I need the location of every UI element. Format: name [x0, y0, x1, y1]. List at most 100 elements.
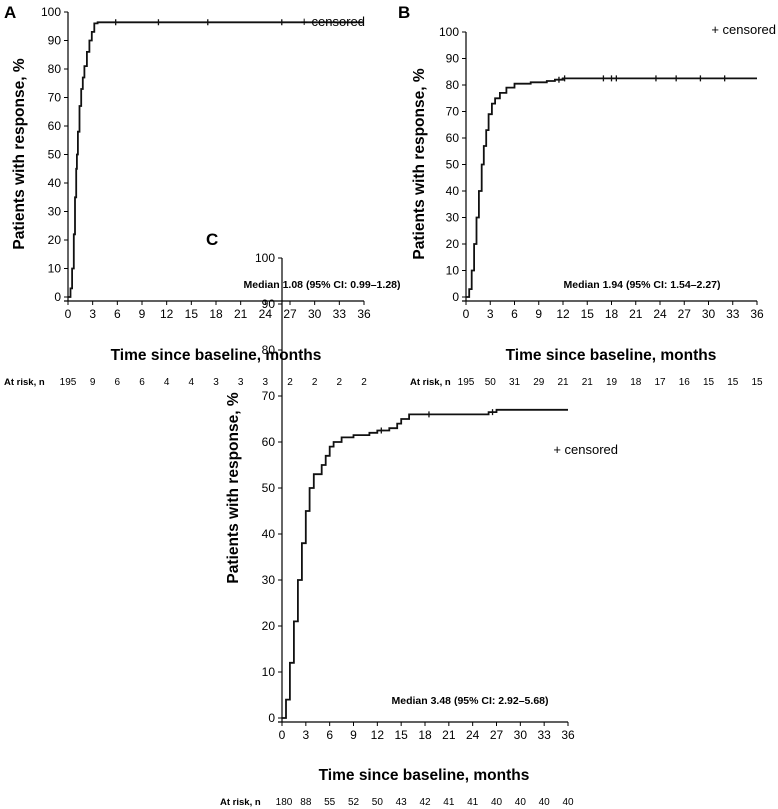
x-tick-label: 30	[308, 307, 322, 321]
at-risk-count: 52	[348, 797, 360, 808]
x-axis-title: Time since baseline, months	[319, 767, 530, 784]
at-risk-count: 50	[485, 377, 497, 388]
at-risk-count: 15	[703, 377, 715, 388]
at-risk-count: 29	[533, 377, 545, 388]
censor-mark	[697, 75, 704, 82]
censored-legend: + censored	[711, 22, 776, 37]
y-tick-label: 100	[439, 25, 459, 39]
x-tick-label: 33	[333, 307, 347, 321]
x-tick-label: 27	[490, 728, 504, 742]
at-risk-count: 6	[139, 377, 145, 388]
at-risk-count: 3	[213, 377, 219, 388]
at-risk-count: 40	[491, 797, 503, 808]
at-risk-count: 2	[312, 377, 318, 388]
y-tick-label: 100	[255, 251, 275, 265]
censor-mark	[613, 75, 620, 82]
panel-letter: A	[4, 3, 16, 22]
censor-mark	[600, 75, 607, 82]
y-tick-label: 30	[262, 573, 276, 587]
y-tick-label: 90	[48, 34, 62, 48]
at-risk-count: 19	[606, 377, 618, 388]
x-tick-label: 3	[302, 728, 309, 742]
x-tick-label: 0	[463, 307, 470, 321]
y-tick-label: 80	[446, 78, 460, 92]
x-tick-label: 21	[442, 728, 456, 742]
x-tick-label: 9	[139, 307, 146, 321]
censor-mark	[112, 19, 119, 26]
response-curve	[282, 408, 568, 719]
y-axis-title: Patients with response, %	[225, 392, 242, 583]
x-axis-title: Time since baseline, months	[111, 347, 322, 364]
at-risk-count: 17	[654, 377, 666, 388]
x-tick-label: 15	[185, 307, 199, 321]
x-tick-label: 18	[605, 307, 619, 321]
y-tick-label: 60	[446, 131, 460, 145]
x-tick-label: 21	[629, 307, 643, 321]
x-tick-label: 3	[89, 307, 96, 321]
y-tick-label: 20	[48, 233, 62, 247]
censored-legend: + censored	[553, 442, 618, 457]
x-tick-label: 0	[279, 728, 286, 742]
panel-letter: B	[398, 3, 410, 22]
x-tick-label: 24	[653, 307, 667, 321]
censor-mark	[278, 19, 285, 26]
at-risk-count: 55	[324, 797, 336, 808]
x-tick-label: 27	[678, 307, 692, 321]
x-tick-label: 24	[466, 728, 480, 742]
x-tick-label: 18	[418, 728, 432, 742]
y-tick-label: 90	[262, 297, 276, 311]
x-axis-title: Time since baseline, months	[506, 347, 717, 364]
response-curve	[466, 77, 757, 298]
y-tick-label: 50	[446, 158, 460, 172]
x-tick-label: 36	[357, 307, 371, 321]
at-risk-label: At risk, n	[4, 377, 45, 388]
x-tick-label: 9	[350, 728, 357, 742]
x-tick-label: 30	[702, 307, 716, 321]
at-risk-count: 21	[557, 377, 569, 388]
at-risk-count: 9	[90, 377, 96, 388]
y-tick-label: 100	[41, 5, 61, 19]
y-axis-title: Patients with response, %	[11, 58, 28, 249]
at-risk-count: 195	[60, 377, 77, 388]
median-annotation: Median 3.48 (95% CI: 2.92–5.68)	[392, 695, 549, 707]
y-tick-label: 40	[262, 527, 276, 541]
at-risk-count: 3	[238, 377, 244, 388]
y-tick-label: 80	[262, 343, 276, 357]
x-tick-label: 3	[487, 307, 494, 321]
at-risk-count: 40	[539, 797, 551, 808]
at-risk-count: 43	[396, 797, 408, 808]
y-tick-label: 60	[262, 435, 276, 449]
at-risk-count: 2	[287, 377, 293, 388]
censored-legend: + censored	[300, 14, 365, 29]
at-risk-count: 16	[679, 377, 691, 388]
at-risk-count: 88	[300, 797, 312, 808]
x-tick-label: 24	[259, 307, 273, 321]
at-risk-count: 50	[372, 797, 384, 808]
censor-mark	[673, 75, 680, 82]
panel-letter: C	[206, 230, 218, 249]
at-risk-count: 18	[630, 377, 642, 388]
y-tick-label: 70	[48, 91, 62, 105]
x-tick-label: 33	[726, 307, 740, 321]
y-tick-label: 60	[48, 119, 62, 133]
y-tick-label: 30	[446, 211, 460, 225]
y-tick-label: 50	[48, 148, 62, 162]
y-tick-label: 10	[446, 264, 460, 278]
at-risk-count: 4	[164, 377, 170, 388]
response-curve	[68, 21, 364, 298]
at-risk-count: 31	[509, 377, 521, 388]
at-risk-count: 195	[458, 377, 475, 388]
at-risk-count: 6	[115, 377, 121, 388]
y-tick-label: 30	[48, 205, 62, 219]
at-risk-count: 3	[263, 377, 269, 388]
x-tick-label: 18	[209, 307, 223, 321]
x-tick-label: 30	[514, 728, 528, 742]
at-risk-count: 21	[582, 377, 594, 388]
x-tick-label: 6	[326, 728, 333, 742]
x-tick-label: 12	[160, 307, 174, 321]
x-tick-label: 15	[394, 728, 408, 742]
censor-mark	[425, 411, 432, 418]
